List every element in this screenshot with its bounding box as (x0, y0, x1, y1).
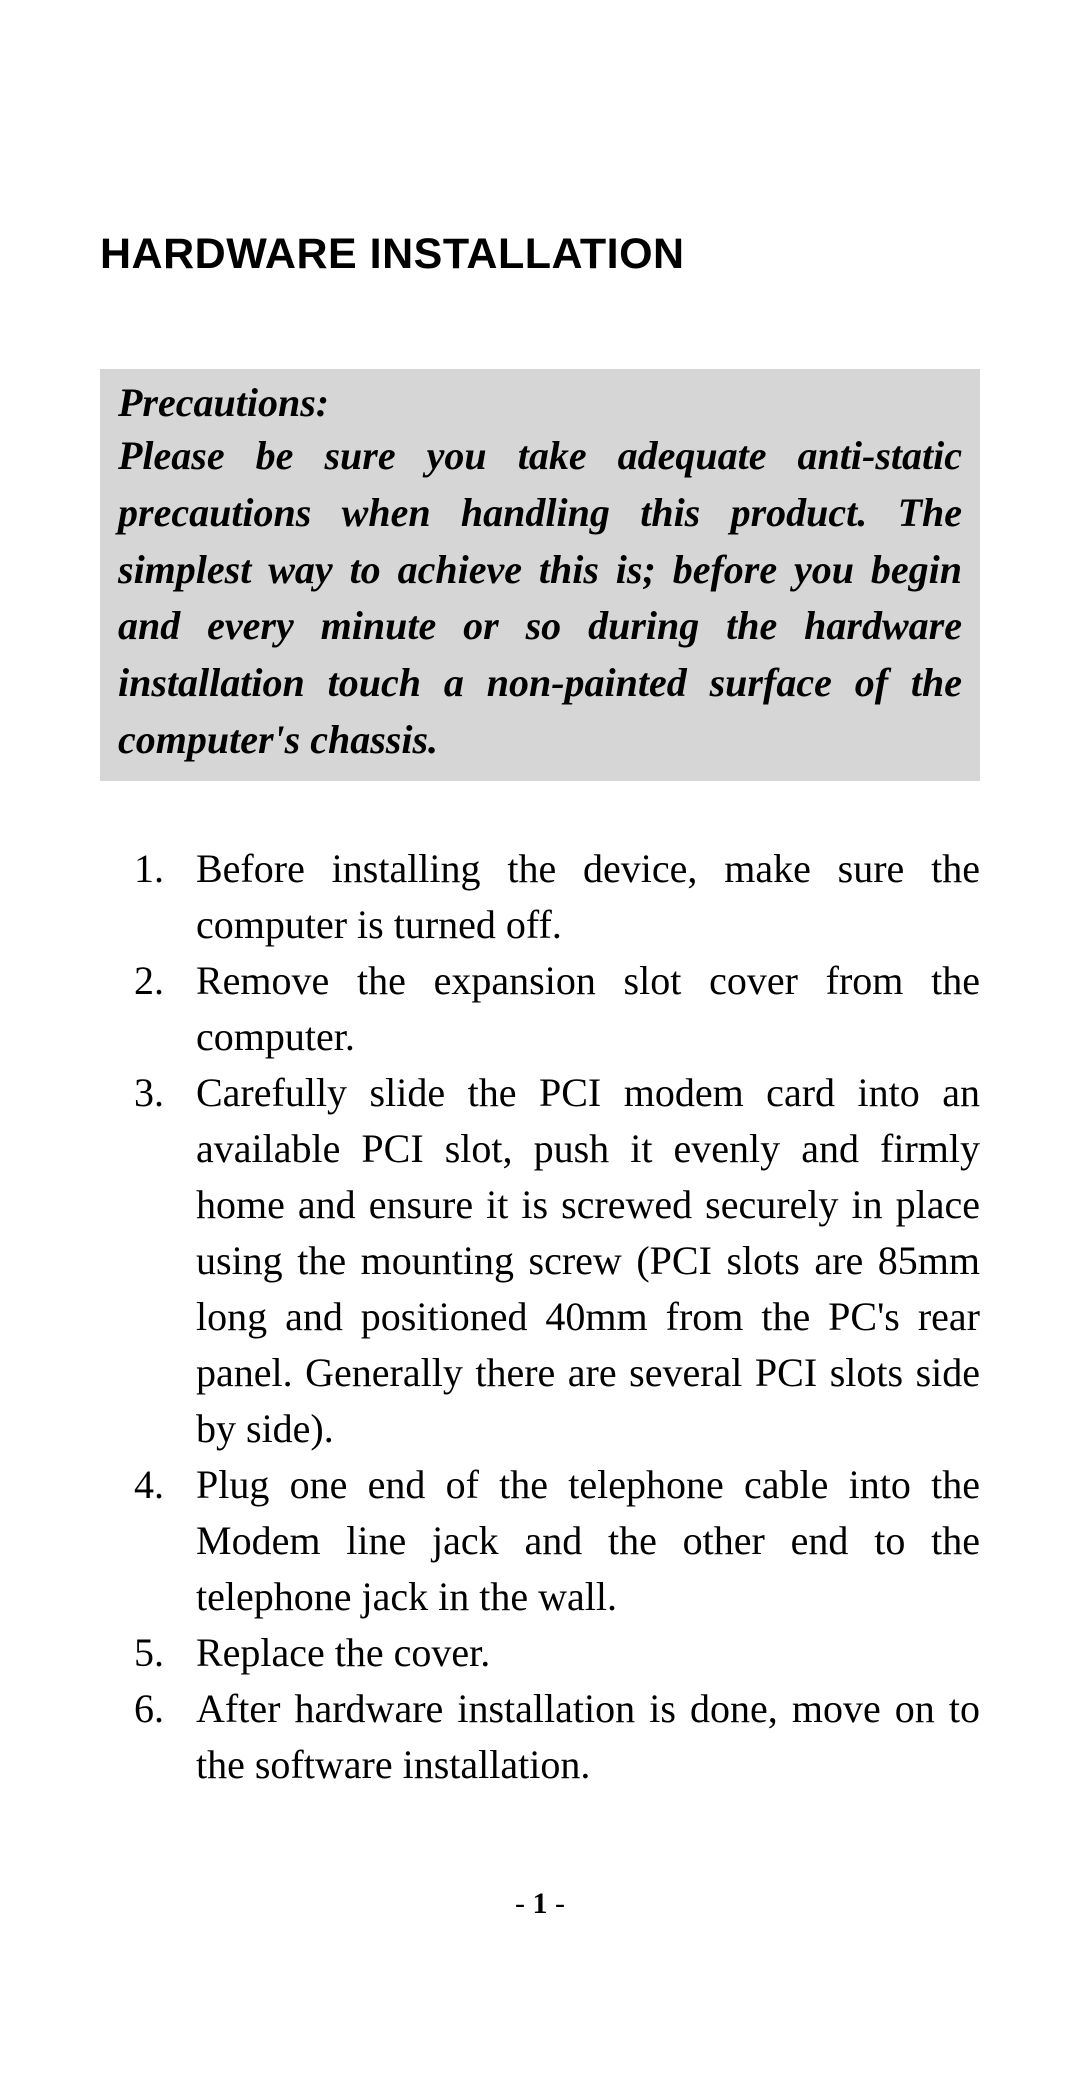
page-container: HARDWARE INSTALLATION Precautions: Pleas… (0, 0, 1080, 1793)
precautions-box: Precautions: Please be sure you take ade… (100, 369, 980, 781)
step-number: 6. (134, 1681, 164, 1737)
step-number: 1. (134, 841, 164, 897)
list-item: 2. Remove the expansion slot cover from … (134, 953, 980, 1065)
step-text: Replace the cover. (196, 1630, 490, 1675)
list-item: 4. Plug one end of the telephone cable i… (134, 1457, 980, 1625)
list-item: 3. Carefully slide the PCI modem card in… (134, 1065, 980, 1457)
step-number: 5. (134, 1625, 164, 1681)
step-number: 2. (134, 953, 164, 1009)
step-text: Remove the expansion slot cover from the… (196, 958, 980, 1059)
step-text: Before installing the device, make sure … (196, 846, 980, 947)
step-text: Carefully slide the PCI modem card into … (196, 1070, 980, 1451)
precautions-heading: Precautions: (118, 379, 962, 426)
page-number: - 1 - (0, 1887, 1080, 1921)
page-title: HARDWARE INSTALLATION (100, 230, 980, 279)
step-number: 3. (134, 1065, 164, 1121)
list-item: 5. Replace the cover. (134, 1625, 980, 1681)
list-item: 6. After hardware installation is done, … (134, 1681, 980, 1793)
step-number: 4. (134, 1457, 164, 1513)
page-number-value: 1 (533, 1887, 548, 1920)
page-number-dash-right: - (548, 1887, 566, 1920)
list-item: 1. Before installing the device, make su… (134, 841, 980, 953)
precautions-body: Please be sure you take adequate anti-st… (118, 428, 962, 769)
step-text: Plug one end of the telephone cable into… (196, 1462, 980, 1619)
step-text: After hardware installation is done, mov… (196, 1686, 980, 1787)
page-number-dash-left: - (515, 1887, 533, 1920)
steps-list: 1. Before installing the device, make su… (100, 841, 980, 1793)
